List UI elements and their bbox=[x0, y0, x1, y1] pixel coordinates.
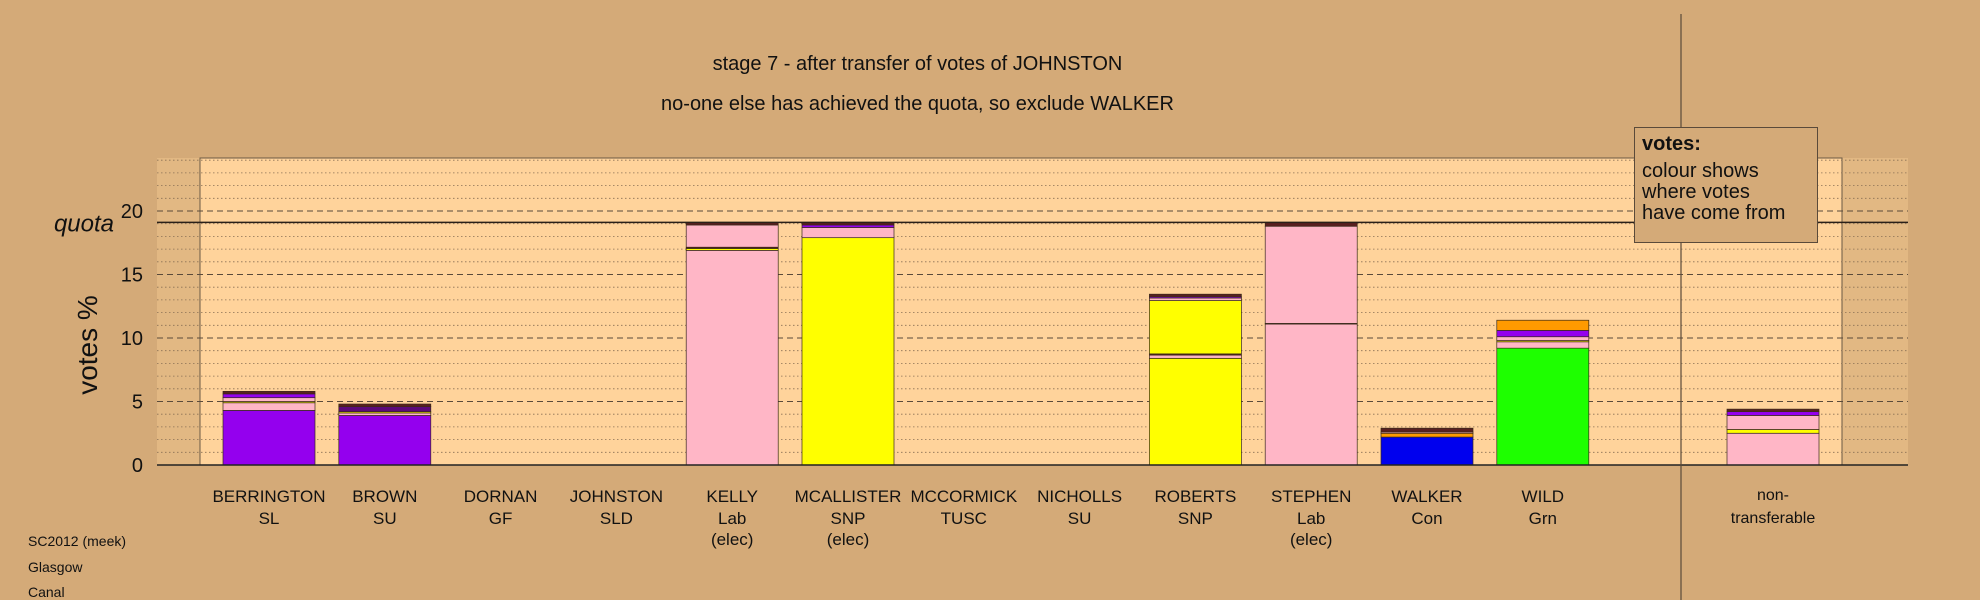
nontransferable-label: non- bbox=[1757, 487, 1789, 504]
x-tick-label: JOHNSTON bbox=[570, 487, 663, 506]
quota-label: quota bbox=[54, 210, 114, 237]
bar-segment bbox=[338, 406, 432, 413]
x-tick-label: NICHOLLS bbox=[1037, 487, 1122, 506]
y-tick-label: 0 bbox=[132, 455, 143, 477]
bar-segment bbox=[1496, 336, 1590, 341]
legend-line: colour shows bbox=[1642, 160, 1759, 182]
x-tick-label: BERRINGTON bbox=[212, 487, 325, 506]
x-tick-label: KELLY bbox=[706, 487, 758, 506]
bar-segment bbox=[222, 390, 316, 395]
y-tick-label: 20 bbox=[121, 201, 143, 223]
legend-line: have come from bbox=[1642, 202, 1786, 224]
party-label: Lab bbox=[1297, 509, 1325, 528]
bar-segment bbox=[1149, 297, 1242, 301]
bar-segment bbox=[338, 403, 432, 407]
bar-segment bbox=[801, 224, 895, 228]
y-tick-label: 15 bbox=[121, 265, 143, 287]
chart-subtitle: no-one else has achieved the quota, so e… bbox=[661, 93, 1174, 115]
bar-segment bbox=[801, 227, 895, 239]
party-label: Con bbox=[1411, 509, 1442, 528]
bar-segment bbox=[801, 237, 895, 466]
elected-label: (elec) bbox=[1290, 530, 1333, 549]
x-tick-label: STEPHEN bbox=[1271, 487, 1351, 506]
bar-segment bbox=[1380, 436, 1474, 466]
bar-segment bbox=[1264, 225, 1358, 324]
bar-segment bbox=[338, 415, 432, 466]
bar-segment bbox=[685, 250, 779, 466]
bar-segment bbox=[1149, 300, 1242, 355]
party-label: Lab bbox=[718, 509, 746, 528]
x-tick-label: DORNAN bbox=[464, 487, 538, 506]
bar-segment bbox=[222, 410, 316, 466]
x-tick-label: MCALLISTER bbox=[795, 487, 902, 506]
bar-segment bbox=[685, 224, 779, 248]
nontransferable-bar-segment bbox=[1726, 408, 1820, 413]
nontransferable-label: transferable bbox=[1731, 510, 1816, 527]
party-label: GF bbox=[489, 509, 513, 528]
bar-segment bbox=[1149, 293, 1242, 298]
x-tick-label: ROBERTS bbox=[1154, 487, 1236, 506]
party-label: SNP bbox=[1178, 509, 1213, 528]
x-tick-label: WALKER bbox=[1391, 487, 1462, 506]
elected-label: (elec) bbox=[711, 530, 754, 549]
bar-segment bbox=[1264, 323, 1358, 466]
y-axis-title: votes % bbox=[72, 295, 103, 395]
legend-title: votes: bbox=[1642, 133, 1701, 155]
chart-title: stage 7 - after transfer of votes of JOH… bbox=[712, 53, 1123, 75]
party-label: SU bbox=[373, 509, 397, 528]
party-label: TUSC bbox=[941, 509, 987, 528]
bar-segment bbox=[222, 397, 316, 402]
bar-segment bbox=[1380, 427, 1474, 433]
bar-segment bbox=[1149, 357, 1242, 466]
footer-ward: Canal bbox=[28, 584, 65, 600]
plot-area bbox=[199, 157, 1843, 466]
bar-segment bbox=[222, 393, 316, 399]
party-label: Grn bbox=[1529, 509, 1557, 528]
nontransferable-bar-segment bbox=[1726, 411, 1820, 416]
nontransferable-bar-segment bbox=[1726, 432, 1820, 466]
x-tick-label: MCCORMICK bbox=[910, 487, 1017, 506]
nontransferable-bar-segment bbox=[1726, 429, 1820, 434]
legend: votes: colour shows where votes have com… bbox=[1634, 127, 1818, 243]
footer-system: SC2012 (meek) bbox=[28, 533, 127, 549]
party-label: SU bbox=[1068, 509, 1092, 528]
bar-segment bbox=[1149, 354, 1242, 359]
y-tick-label: 5 bbox=[132, 392, 143, 414]
bar-segment bbox=[1496, 330, 1590, 338]
legend-line: where votes bbox=[1642, 181, 1750, 203]
footer-city: Glasgow bbox=[28, 559, 83, 575]
elected-label: (elec) bbox=[827, 530, 870, 549]
party-label: SL bbox=[259, 509, 280, 528]
nontransferable-bar-segment bbox=[1726, 415, 1820, 430]
bar-segment bbox=[1380, 432, 1474, 438]
bar-segment bbox=[338, 412, 432, 416]
bar-segment bbox=[1496, 341, 1590, 349]
bar-segment bbox=[1496, 319, 1590, 331]
party-label: SLD bbox=[600, 509, 633, 528]
y-tick-label: 10 bbox=[121, 328, 143, 350]
x-tick-label: BROWN bbox=[352, 487, 417, 506]
party-label: SNP bbox=[831, 509, 866, 528]
bar-segment bbox=[222, 402, 316, 411]
bar-segment bbox=[1496, 347, 1590, 466]
x-tick-label: WILD bbox=[1522, 487, 1565, 506]
